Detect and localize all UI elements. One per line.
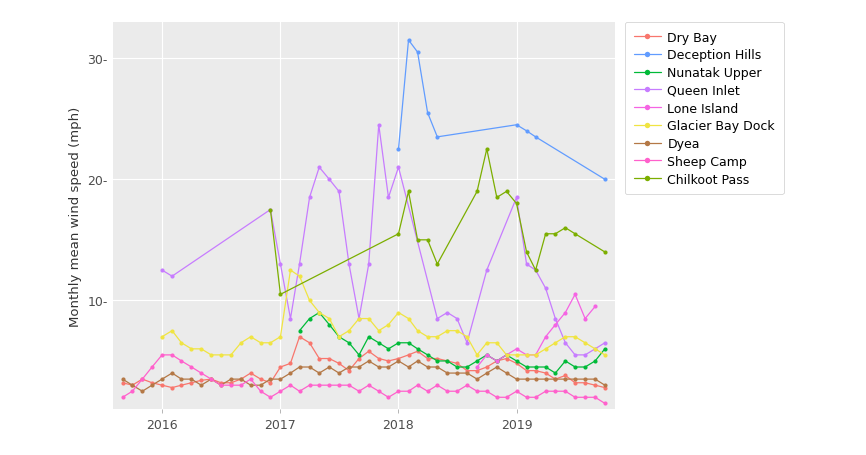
Legend: Dry Bay, Deception Hills, Nunatak Upper, Queen Inlet, Lone Island, Glacier Bay D: Dry Bay, Deception Hills, Nunatak Upper,…: [625, 23, 784, 195]
Y-axis label: Monthly mean wind speed (mph): Monthly mean wind speed (mph): [68, 106, 81, 326]
